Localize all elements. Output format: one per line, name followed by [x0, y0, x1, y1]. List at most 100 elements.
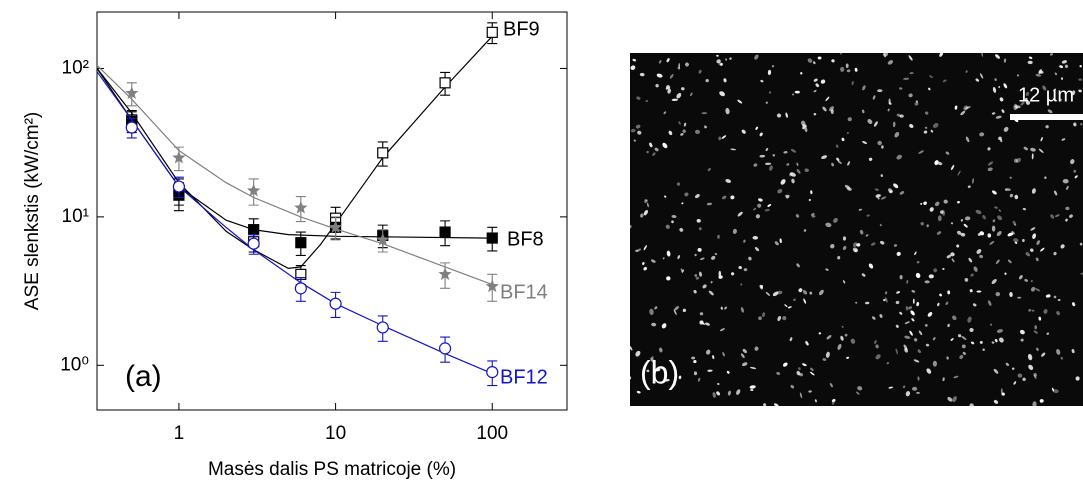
- speck: [677, 66, 681, 70]
- speck: [880, 196, 887, 200]
- speck: [643, 209, 649, 216]
- speck: [825, 96, 830, 102]
- speck: [894, 131, 900, 138]
- speck: [1017, 296, 1022, 299]
- speck: [995, 54, 1000, 59]
- speck: [716, 54, 719, 57]
- speck: [800, 72, 803, 75]
- speck: [643, 266, 647, 271]
- speck: [914, 102, 919, 106]
- speck: [1046, 332, 1050, 335]
- speck: [893, 183, 899, 189]
- speck: [908, 93, 913, 98]
- speck: [1049, 53, 1054, 56]
- marker: [439, 226, 451, 238]
- speck: [1030, 286, 1036, 292]
- speck: [799, 373, 804, 377]
- speck: [695, 276, 700, 280]
- speck: [996, 329, 1003, 333]
- speck: [943, 199, 948, 204]
- speck: [630, 128, 636, 133]
- speck: [829, 383, 833, 388]
- speck: [881, 145, 884, 149]
- speck: [937, 215, 942, 222]
- speck: [642, 262, 645, 265]
- speck: [1022, 238, 1025, 243]
- speck: [666, 250, 671, 257]
- speck: [650, 357, 654, 363]
- speck: [994, 206, 998, 209]
- speck: [725, 58, 728, 61]
- speck: [719, 328, 725, 332]
- speck: [1065, 206, 1070, 211]
- speck: [942, 377, 945, 382]
- speck: [820, 79, 826, 84]
- speck: [842, 280, 846, 284]
- speck: [1054, 190, 1058, 196]
- speck: [700, 257, 705, 261]
- speck: [1003, 83, 1008, 89]
- speck: [903, 77, 910, 81]
- speck: [759, 284, 763, 290]
- speck: [855, 301, 858, 304]
- speck: [879, 314, 883, 318]
- speck: [1014, 241, 1018, 244]
- speck: [681, 87, 685, 91]
- speck: [899, 114, 904, 118]
- speck: [847, 117, 852, 122]
- speck: [909, 330, 913, 336]
- speck: [694, 274, 698, 277]
- speck: [992, 219, 996, 223]
- speck: [876, 194, 882, 199]
- speck: [996, 230, 1002, 237]
- speck: [1013, 103, 1018, 111]
- speck: [749, 385, 756, 389]
- fit-line: [96, 71, 493, 375]
- speck: [908, 306, 912, 310]
- speck: [740, 353, 745, 359]
- speck: [1035, 257, 1039, 262]
- marker: [439, 77, 451, 89]
- speck: [947, 397, 953, 402]
- speck: [972, 303, 977, 307]
- speck: [707, 369, 713, 372]
- speck: [1028, 56, 1033, 60]
- plot-frame: [96, 11, 568, 411]
- speck: [793, 298, 796, 302]
- speck: [794, 90, 800, 94]
- speck: [655, 83, 659, 88]
- speck: [833, 217, 838, 223]
- speck: [1032, 401, 1037, 406]
- speck: [776, 290, 783, 295]
- speck: [929, 75, 933, 78]
- speck: [868, 157, 873, 161]
- speck: [790, 148, 797, 153]
- speck: [990, 323, 993, 326]
- marker: [172, 180, 186, 193]
- speck: [851, 81, 854, 86]
- speck: [975, 209, 982, 215]
- speck: [1075, 376, 1080, 381]
- speck: [777, 315, 782, 322]
- speck: [1053, 88, 1056, 92]
- speck: [895, 324, 899, 328]
- micrograph: [630, 53, 1083, 406]
- speck: [880, 240, 885, 245]
- speck: [677, 255, 680, 260]
- speck: [720, 306, 723, 310]
- speck: [840, 53, 842, 55]
- speck: [737, 211, 743, 217]
- speck: [945, 301, 949, 306]
- speck: [665, 224, 670, 229]
- speck: [726, 370, 730, 374]
- speck: [1058, 98, 1062, 102]
- speck: [1030, 280, 1033, 283]
- panel-label: (a): [125, 360, 162, 393]
- speck: [987, 161, 994, 166]
- speck: [652, 152, 656, 156]
- speck: [697, 377, 701, 382]
- speck: [993, 400, 999, 404]
- speck: [930, 129, 934, 133]
- speck: [671, 98, 678, 102]
- speck: [1028, 308, 1032, 312]
